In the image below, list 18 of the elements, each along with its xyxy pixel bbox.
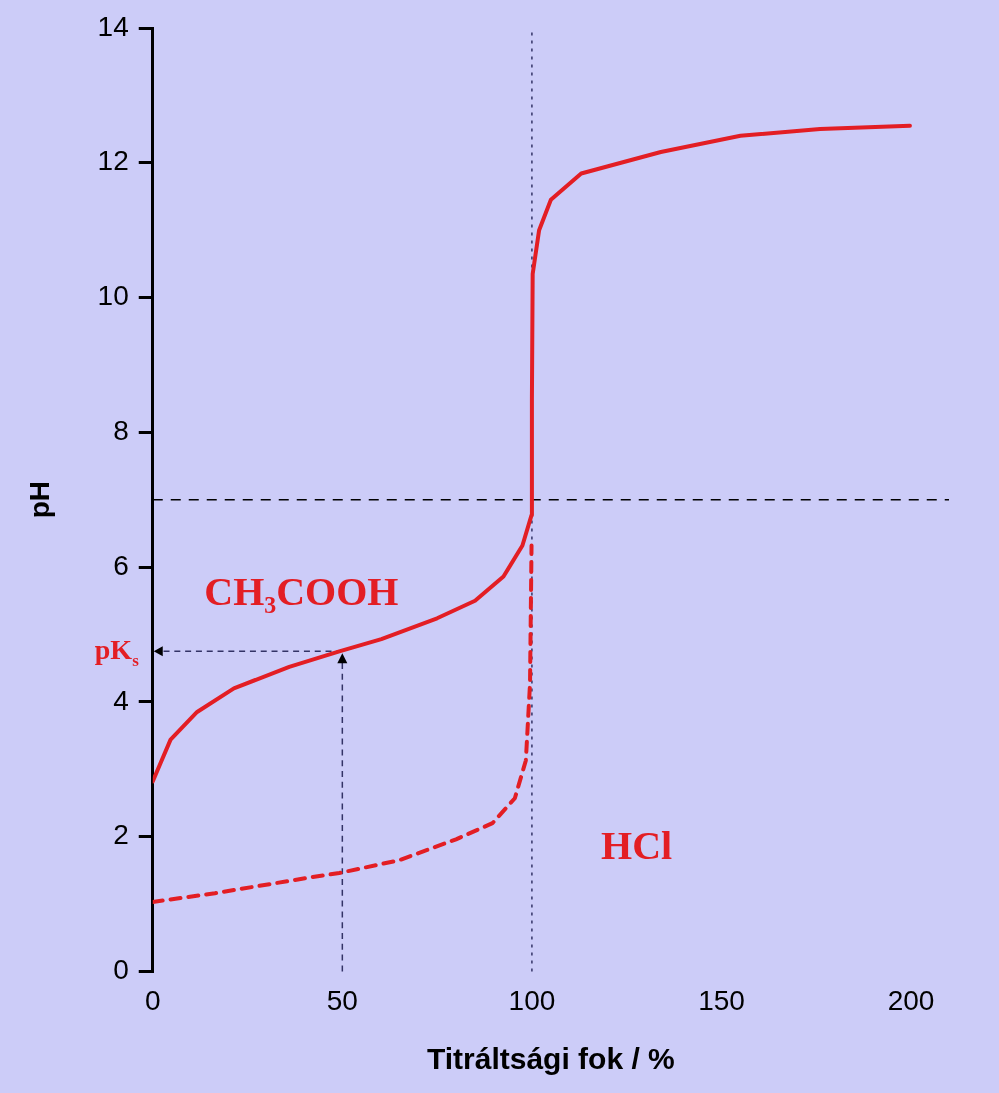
y-tick-label: 6 [113, 549, 129, 581]
y-tick-label: 14 [97, 10, 129, 42]
x-tick-label: 200 [887, 984, 935, 1016]
line-series [152, 543, 534, 904]
x-tick-label: 100 [508, 984, 556, 1016]
x-tick-label: 0 [144, 984, 161, 1016]
y-tick-label: 2 [113, 819, 129, 851]
x-axis-title: Titráltsági fok / % [426, 1042, 675, 1076]
x-tick-label: 150 [698, 984, 745, 1016]
y-tick-label: 0 [113, 954, 129, 986]
y-tick-label: 4 [113, 684, 129, 716]
series-label: CH₃COOH [204, 568, 399, 614]
x-tick-label: 50 [326, 984, 358, 1016]
text: HCl [601, 823, 673, 869]
y-axis-title: pH [23, 481, 55, 519]
y-tick-label: 8 [113, 415, 129, 447]
y-tick-label: 10 [97, 280, 129, 312]
y-tick-label: 12 [97, 145, 129, 177]
